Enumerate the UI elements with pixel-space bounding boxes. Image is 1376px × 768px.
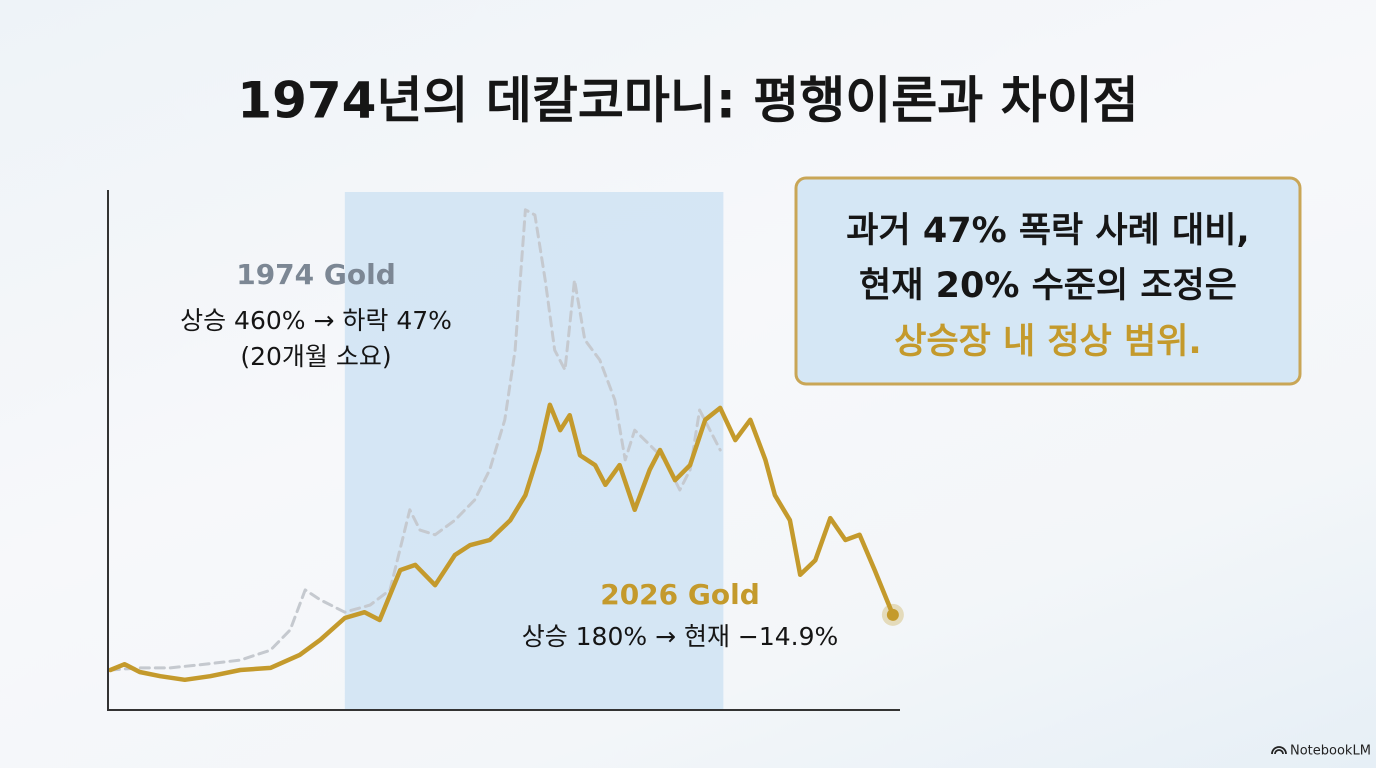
annotation-text: 상승 460% → 하락 47%	[180, 306, 452, 335]
callout-text: 현재 20% 수준의 조정은	[859, 266, 1237, 306]
endpoint	[886, 608, 899, 621]
annotation-text: 상승 180% → 현재 −14.9%	[522, 622, 839, 651]
brand-icon	[1271, 746, 1287, 755]
annotation-title: 2026 Gold	[600, 578, 760, 611]
annotation-text: (20개월 소요)	[240, 342, 391, 371]
plot	[108, 192, 904, 710]
annotation-title: 1974 Gold	[236, 258, 396, 291]
callout-text: 과거 47% 폭락 사례 대비,	[846, 211, 1249, 251]
brand: NotebookLM	[1290, 744, 1371, 759]
series-line	[108, 402, 896, 683]
callout-highlight: 상승장 내 정상 범위.	[894, 322, 1201, 362]
callout-box	[794, 176, 1302, 386]
slide-title: 1974년의 데칼코마니: 평행이론과 차이점	[237, 72, 1138, 130]
series-line	[108, 208, 722, 672]
